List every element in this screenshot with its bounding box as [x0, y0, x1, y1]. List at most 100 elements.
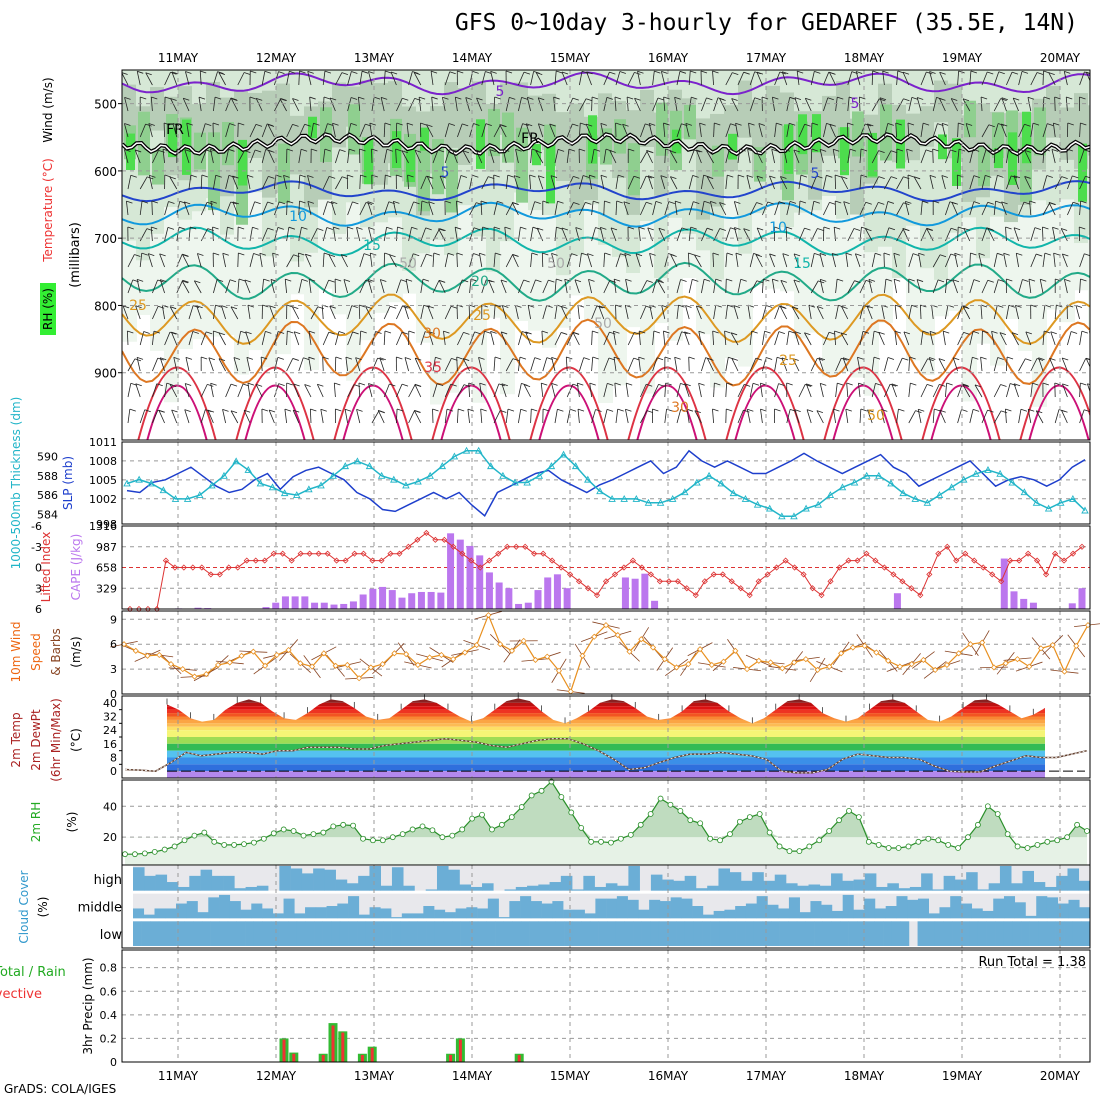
- wind-barb-flag: [805, 384, 812, 387]
- wind-barb-flag: [462, 123, 469, 127]
- wind-barb-flag: [674, 96, 681, 100]
- wind-barb-staff: [1006, 356, 1008, 372]
- wind-barb-staff: [676, 409, 682, 424]
- wind-barb-staff: [780, 280, 788, 294]
- thickness-point-16: [317, 481, 325, 489]
- cloud-level-label-0: high: [94, 873, 122, 888]
- wind-barb-flag: [1084, 253, 1090, 257]
- wind-barb-flag: [141, 200, 149, 204]
- wind-barb-flag: [660, 175, 667, 178]
- wind-barb-staff: [669, 150, 678, 164]
- wind-barb-staff: [309, 97, 312, 112]
- wind-barb-flag: [184, 201, 191, 205]
- cloud-frame: [121, 864, 1091, 949]
- thickness-point-19: [353, 457, 362, 465]
- wind10m-point-80: [1061, 668, 1068, 675]
- wind-barb-flag: [658, 383, 665, 387]
- rh2m-point-97: [1084, 828, 1090, 834]
- wind-barb-staff: [396, 384, 403, 398]
- wind-barb-staff: [624, 305, 629, 320]
- wind-barb-flag: [568, 148, 576, 152]
- rh2m-point-0: [122, 851, 128, 858]
- wind-barb-flag: [450, 383, 457, 387]
- wind-barb-flag: [371, 148, 378, 152]
- wind10m-point-30: [473, 641, 480, 649]
- cloud-bar-middle-74: [928, 913, 940, 919]
- wind-barb-staff: [649, 253, 653, 268]
- wind-barb-staff: [1042, 123, 1048, 138]
- wind-barb-flag: [902, 357, 909, 361]
- wind10m-point-39: [579, 652, 586, 659]
- wind-barb-flag: [341, 72, 349, 75]
- wind-barb-flag: [887, 123, 894, 126]
- wind-barb-flag: [499, 124, 506, 127]
- cloud-bar-middle-81: [1003, 896, 1016, 919]
- rh-shade-1: [934, 70, 949, 280]
- wind-barb-staff: [554, 201, 558, 216]
- wind-barb-flag: [448, 123, 456, 126]
- wind-barb-flag: [637, 70, 644, 74]
- wind-barb-staff: [478, 357, 483, 372]
- wind10m-point-79: [1049, 641, 1056, 649]
- wind-barb-flag: [849, 148, 857, 152]
- wind-barb-staff: [823, 175, 827, 190]
- wind-barb-staff: [867, 409, 873, 424]
- wind-barb-flag: [887, 201, 895, 204]
- wind-barb-flag: [872, 70, 879, 74]
- wind-barb-staff: [298, 357, 304, 372]
- wind-barb-staff: [268, 409, 275, 424]
- wind-barb-flag: [943, 330, 950, 334]
- wind-barb-staff: [1048, 202, 1056, 216]
- wind-barb-flag: [985, 174, 992, 178]
- wind-barb-staff: [481, 176, 489, 190]
- cloud-bar-middle-78: [971, 908, 983, 919]
- wind-barb-staff: [865, 228, 873, 242]
- wind-barb-flag: [1001, 123, 1008, 127]
- wind-barb-staff: [884, 279, 887, 294]
- wind-barb-flag: [229, 279, 237, 283]
- thickness-point-77: [1056, 498, 1065, 506]
- wind-barb-flag: [427, 305, 434, 309]
- wind-barb-flag: [411, 226, 418, 230]
- wind-barb-flag: [457, 70, 464, 74]
- wind10m-speed-label: Speed: [29, 633, 43, 671]
- wind-barb-flag: [351, 97, 358, 100]
- wind-barb-flag: [987, 201, 994, 205]
- thickness-point-10: [244, 466, 253, 473]
- wind-barb-flag: [263, 278, 270, 282]
- wind-barb-flag: [514, 175, 521, 179]
- wind-barb-flag: [541, 330, 549, 334]
- wind-barb-staff: [676, 331, 682, 346]
- cloud-bar-high-49: [684, 875, 697, 891]
- cloud-bar-low-15: [262, 921, 272, 946]
- wind-barb-flag: [922, 200, 929, 204]
- thickness-point-57: [814, 500, 822, 508]
- li-point-69: [746, 592, 753, 599]
- li-point-36: [450, 543, 457, 550]
- cloud-bar-low-31: [400, 921, 410, 946]
- cloud-bar-low-29: [383, 921, 392, 946]
- wind-barb-staff: [701, 279, 705, 294]
- wind10m-point-81: [1073, 642, 1080, 649]
- wind-barb-staff: [859, 175, 862, 190]
- cloud-bar-low-91: [917, 921, 927, 946]
- wind-barb-staff: [347, 384, 355, 398]
- wind-barb-staff: [247, 305, 251, 320]
- cape-bar-90: [1000, 558, 1008, 609]
- wind-barb-flag: [865, 201, 872, 205]
- wind-barb-flag: [213, 330, 220, 334]
- wind-barb-staff: [171, 71, 178, 86]
- cloud-bar-high-27: [436, 866, 449, 891]
- cloud-level-label-2: low: [100, 928, 123, 943]
- wind-barb-flag: [913, 176, 921, 180]
- cloud-bar-low-32: [408, 921, 418, 946]
- wind-barb-flag: [287, 200, 294, 204]
- wind-barb-flag: [431, 96, 438, 100]
- wind-barb-flag: [557, 200, 564, 204]
- rh-shade-4: [1022, 111, 1031, 164]
- wind-barb-staff: [831, 253, 836, 268]
- cloud-bar-middle-45: [616, 896, 628, 919]
- wind-barb-flag: [404, 357, 412, 360]
- thickness-point-49: [717, 479, 725, 487]
- li-point-56: [629, 557, 637, 564]
